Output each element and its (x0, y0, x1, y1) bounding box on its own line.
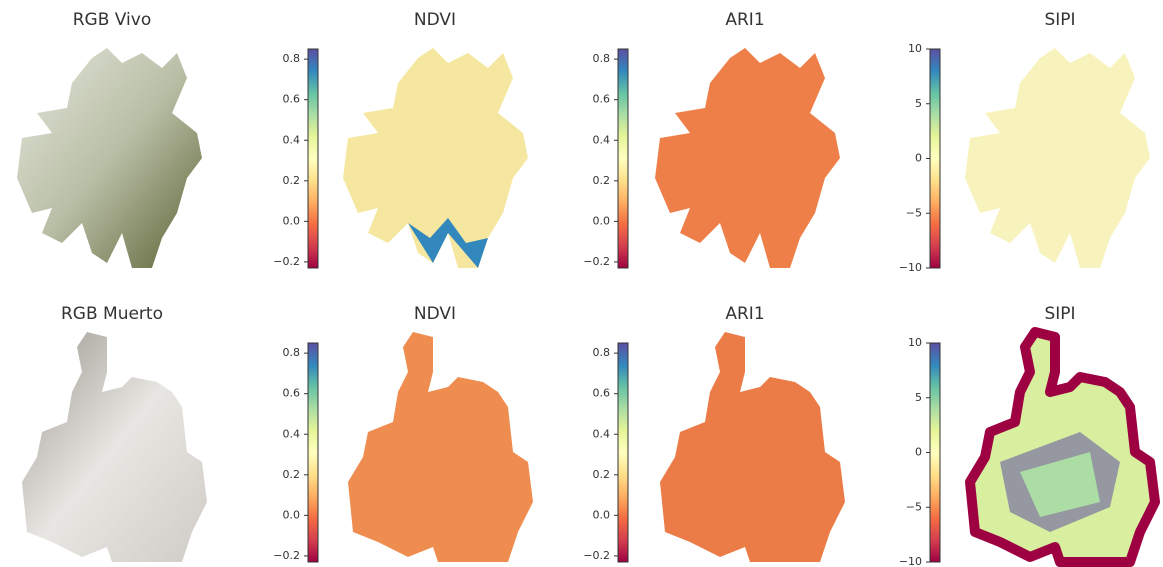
colorbar (929, 342, 941, 563)
image (348, 332, 533, 562)
image (965, 48, 1150, 268)
image (17, 48, 202, 268)
colorbar-tick-label: 0.2 (283, 174, 301, 187)
colorbar-tick-label: −0.2 (273, 255, 300, 268)
image (660, 332, 845, 562)
colorbar-tick-label: −10 (899, 555, 922, 567)
colorbar-tick-label: 0.8 (593, 346, 611, 359)
image-region (343, 48, 528, 268)
image-region (660, 332, 845, 562)
colorbar-tick-label: −10 (899, 261, 922, 274)
image-region (348, 332, 533, 562)
image (655, 48, 840, 268)
colorbar (307, 342, 319, 563)
panel-title: NDVI (414, 304, 456, 324)
image (343, 48, 528, 268)
colorbar-tick-label: 5 (915, 97, 922, 110)
colorbar-tick-label: 0.2 (283, 468, 301, 481)
image-region (965, 327, 1160, 567)
colorbar-tick-label: −0.2 (583, 255, 610, 268)
panel-title: RGB Vivo (73, 10, 152, 30)
image-region (1020, 452, 1100, 517)
image-region (655, 48, 840, 268)
image-region (408, 218, 488, 268)
colorbar-tick-label: 0 (915, 446, 922, 459)
colorbar-tick-label: 10 (908, 336, 922, 349)
colorbar-tick-label: 0.0 (593, 214, 611, 227)
colorbar-tick-label: 0.8 (283, 346, 301, 359)
colorbar-tick-label: 0.8 (283, 52, 301, 65)
colorbar (617, 48, 629, 269)
colorbar-tick-label: 0.6 (593, 387, 611, 400)
colorbar-tick-label: 5 (915, 391, 922, 404)
colorbar-tick-label: 0.6 (283, 93, 301, 106)
colorbar-tick-label: 0.4 (593, 133, 611, 146)
colorbar-tick-label: 0.8 (593, 52, 611, 65)
colorbar-tick-label: 0 (915, 152, 922, 165)
image-region (965, 48, 1150, 268)
colorbar-tick-label: −5 (906, 206, 922, 219)
panel-title: ARI1 (725, 304, 764, 324)
colorbar-tick-label: 0.6 (283, 387, 301, 400)
colorbar-tick-label: 10 (908, 42, 922, 55)
image-region (17, 48, 202, 268)
image (965, 327, 1160, 567)
colorbar-tick-label: 0.2 (593, 174, 611, 187)
colorbar-tick-label: −0.2 (583, 549, 610, 562)
colorbar-tick-label: 0.2 (593, 468, 611, 481)
panel-title: SIPI (1044, 304, 1075, 324)
colorbar-tick-label: −0.2 (273, 549, 300, 562)
colorbar-tick-label: 0.6 (593, 93, 611, 106)
colorbar (307, 48, 319, 269)
colorbar-tick-label: −5 (906, 500, 922, 513)
colorbar (929, 48, 941, 269)
panel-title: SIPI (1044, 10, 1075, 30)
image (22, 332, 207, 562)
colorbar (617, 342, 629, 563)
panel-title: NDVI (414, 10, 456, 30)
colorbar-tick-label: 0.0 (283, 214, 301, 227)
panel-title: ARI1 (725, 10, 764, 30)
colorbar-tick-label: 0.0 (283, 508, 301, 521)
colorbar-tick-label: 0.4 (593, 427, 611, 440)
image-region (22, 332, 207, 562)
panel-title: RGB Muerto (61, 304, 163, 324)
colorbar-tick-label: 0.0 (593, 508, 611, 521)
colorbar-tick-label: 0.4 (283, 427, 301, 440)
colorbar-tick-label: 0.4 (283, 133, 301, 146)
